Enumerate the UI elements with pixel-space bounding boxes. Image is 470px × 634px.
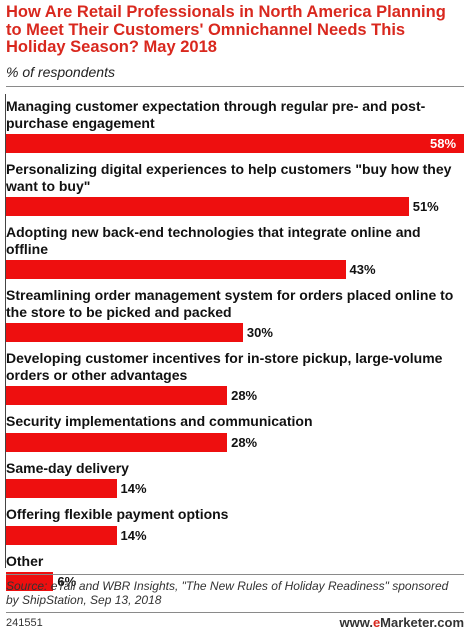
bar: [6, 323, 243, 342]
value-label: 58%: [430, 136, 457, 151]
category-label: Personalizing digital experiences to hel…: [6, 161, 452, 194]
category-label: Same-day delivery: [6, 459, 129, 476]
value-label: 30%: [246, 325, 273, 340]
value-label: 43%: [349, 262, 376, 277]
category-label: Security implementations and communicati…: [6, 413, 313, 429]
category-label: Developing customer incentives for in-st…: [6, 350, 443, 383]
bottom-divider: [6, 574, 464, 575]
source-note: Source: eTail and WBR Insights, "The New…: [6, 579, 449, 607]
value-label: 28%: [231, 434, 258, 450]
value-label: 14%: [120, 481, 147, 496]
category-label: Other: [6, 552, 44, 569]
chart-subtitle: % of respondents: [6, 64, 115, 80]
footer-divider: [6, 612, 464, 613]
top-divider: [6, 86, 464, 87]
bar-chart: Managing customer expectation through re…: [0, 94, 470, 591]
value-label: 14%: [120, 527, 147, 543]
category-label: Managing customer expectation through re…: [6, 98, 426, 131]
category-label: Offering flexible payment options: [6, 506, 229, 522]
bar: [6, 432, 228, 452]
bar: [6, 525, 117, 545]
emarketer-logo: www.eMarketer.com: [339, 615, 464, 630]
category-label: Streamlining order management system for…: [6, 287, 454, 320]
bar: [6, 572, 54, 591]
bar: [6, 479, 117, 498]
value-label: 6%: [57, 574, 77, 589]
value-label: 51%: [412, 199, 439, 214]
bar: [6, 260, 346, 279]
bar: [6, 386, 228, 405]
bar: [6, 134, 464, 153]
bar: [6, 197, 409, 216]
value-label: 28%: [231, 388, 258, 403]
y-axis-line: [5, 94, 6, 568]
chart-id: 241551: [6, 617, 43, 629]
chart-title: How Are Retail Professionals in North Am…: [6, 3, 446, 56]
category-label: Adopting new back-end technologies that …: [6, 224, 421, 257]
